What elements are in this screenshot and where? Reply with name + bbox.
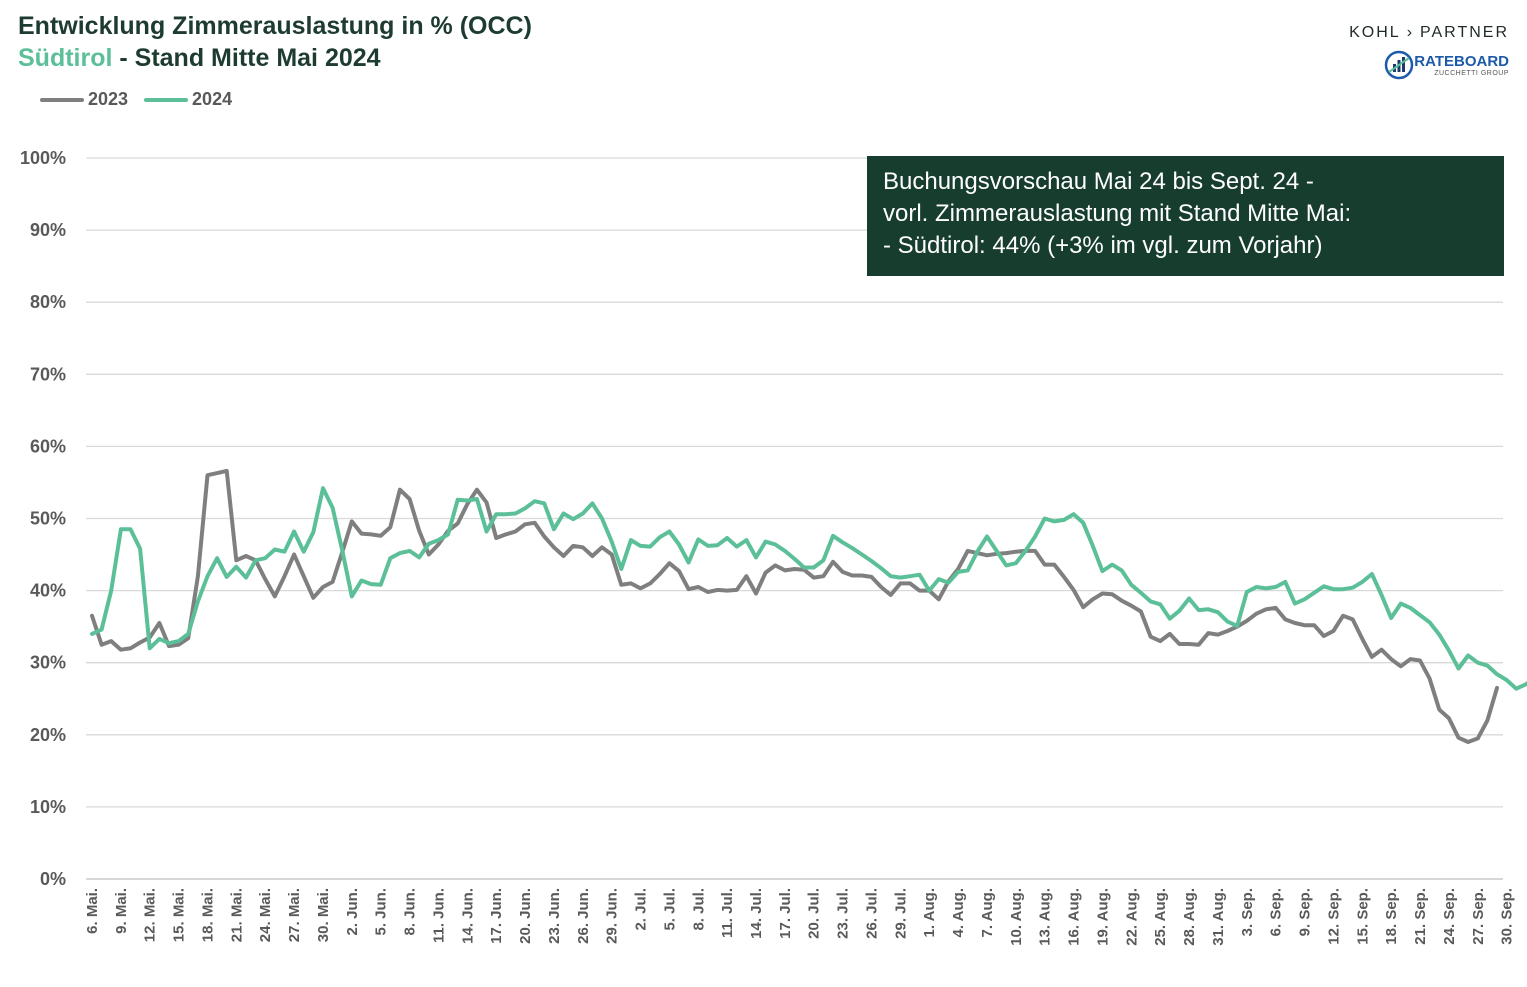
x-tick-label: 27. Mai. <box>286 888 303 942</box>
x-tick-label: 12. Mai. <box>142 888 159 942</box>
y-tick-label: 90% <box>30 220 66 240</box>
x-tick-label: 26. Jun. <box>575 888 592 944</box>
x-tick-label: 8. Jul. <box>690 888 707 931</box>
x-tick-label: 6. Mai. <box>84 888 101 934</box>
x-tick-label: 18. Mai. <box>199 888 216 942</box>
rateboard-subtitle: ZUCCHETTI GROUP <box>1434 69 1509 77</box>
x-tick-label: 19. Aug. <box>1094 888 1111 946</box>
booking-forecast-box: Buchungsvorschau Mai 24 bis Sept. 24 - v… <box>867 156 1504 276</box>
legend-label-2024: 2024 <box>192 89 233 109</box>
y-tick-label: 70% <box>30 364 66 384</box>
x-tick-label: 30. Sep. <box>1499 888 1516 945</box>
x-tick-label: 4. Aug. <box>950 888 967 937</box>
x-tick-label: 22. Aug. <box>1123 888 1140 946</box>
legend-label-2023: 2023 <box>88 89 129 109</box>
x-tick-label: 25. Aug. <box>1152 888 1169 946</box>
x-tick-label: 20. Jun. <box>517 888 534 944</box>
series-line-2023 <box>90 468 1499 744</box>
x-tick-label: 10. Aug. <box>1008 888 1025 946</box>
x-tick-label: 16. Aug. <box>1066 888 1083 946</box>
x-tick-label: 20. Jul. <box>806 888 823 939</box>
brand-logos: KOHL › PARTNER RATEBOARD ZUCCHETTI GROUP <box>1349 24 1509 80</box>
x-tick-label: 27. Sep. <box>1470 888 1487 945</box>
x-tick-label: 8. Jun. <box>402 888 419 936</box>
x-tick-label: 5. Jun. <box>373 888 390 936</box>
x-tick-label: 17. Jun. <box>488 888 505 944</box>
x-tick-label: 21. Sep. <box>1412 888 1429 945</box>
x-tick-label: 23. Jun. <box>546 888 563 944</box>
infobox-line2: vorl. Zimmerauslastung mit Stand Mitte M… <box>883 200 1352 227</box>
x-tick-label: 14. Jun. <box>459 888 476 944</box>
x-tick-label: 30. Mai. <box>315 888 332 942</box>
y-tick-label: 100% <box>20 148 66 168</box>
y-tick-label: 30% <box>30 653 66 673</box>
y-tick-label: 50% <box>30 509 66 529</box>
x-tick-label: 11. Jun. <box>430 888 447 943</box>
x-tick-label: 3. Sep. <box>1239 888 1256 936</box>
x-tick-label: 29. Jul. <box>892 888 909 939</box>
y-tick-label: 60% <box>30 436 66 456</box>
y-tick-label: 20% <box>30 725 66 745</box>
y-tick-label: 0% <box>40 869 66 889</box>
chart-title-date: - Stand Mitte Mai 2024 <box>112 44 381 72</box>
x-tick-label: 31. Aug. <box>1210 888 1227 946</box>
x-tick-label: 21. Mai. <box>228 888 245 942</box>
x-tick-label: 24. Sep. <box>1441 888 1458 945</box>
infobox-line1: Buchungsvorschau Mai 24 bis Sept. 24 - <box>883 168 1314 195</box>
x-tick-label: 9. Sep. <box>1297 888 1314 936</box>
rateboard-icon <box>1385 50 1414 80</box>
rateboard-text: RATEBOARD ZUCCHETTI GROUP <box>1414 52 1509 77</box>
x-tick-label: 2. Jul. <box>633 888 650 931</box>
x-tick-label: 9. Mai. <box>113 888 130 934</box>
x-tick-label: 28. Aug. <box>1181 888 1198 946</box>
x-tick-label: 11. Jul. <box>719 888 736 938</box>
chart-title-line2: Südtirol - Stand Mitte Mai 2024 <box>18 42 532 74</box>
x-tick-label: 5. Jul. <box>661 888 678 931</box>
y-tick-label: 80% <box>30 292 66 312</box>
x-tick-label: 18. Sep. <box>1383 888 1400 945</box>
y-tick-label: 10% <box>30 797 66 817</box>
x-tick-label: 7. Aug. <box>979 888 996 937</box>
kohl-logo-left: KOHL <box>1349 24 1401 41</box>
x-tick-label: 2. Jun. <box>344 888 361 936</box>
chart-title-region: Südtirol <box>18 44 113 72</box>
x-tick-label: 26. Jul. <box>863 888 880 939</box>
x-tick-label: 17. Jul. <box>777 888 794 939</box>
rateboard-logo: RATEBOARD ZUCCHETTI GROUP <box>1349 50 1509 80</box>
infobox-line3: - Südtirol: 44% (+3% im vgl. zum Vorjahr… <box>883 232 1323 259</box>
chart-legend: 2023 2024 <box>40 89 248 110</box>
x-tick-label: 24. Mai. <box>257 888 274 942</box>
chart-title: Entwicklung Zimmerauslastung in % (OCC) … <box>18 10 532 74</box>
x-tick-label: 6. Sep. <box>1268 888 1285 936</box>
chevron-right-icon: › <box>1406 24 1415 41</box>
legend-swatch-2023 <box>40 97 84 102</box>
x-tick-label: 29. Jun. <box>604 888 621 944</box>
x-tick-label: 23. Jul. <box>835 888 852 939</box>
y-tick-label: 40% <box>30 581 66 601</box>
x-tick-label: 15. Sep. <box>1354 888 1371 945</box>
kohl-partner-logo: KOHL › PARTNER <box>1349 24 1509 42</box>
rateboard-name: RATEBOARD <box>1414 52 1509 70</box>
legend-item-2024: 2024 <box>144 89 232 110</box>
chart-title-line1: Entwicklung Zimmerauslastung in % (OCC) <box>18 12 532 40</box>
legend-item-2023: 2023 <box>40 89 128 110</box>
kohl-logo-right: PARTNER <box>1420 24 1509 41</box>
x-tick-label: 15. Mai. <box>171 888 188 942</box>
series-line-2024 <box>90 486 1527 691</box>
x-tick-label: 1. Aug. <box>921 888 938 937</box>
x-tick-label: 12. Sep. <box>1325 888 1342 945</box>
x-tick-label: 14. Jul. <box>748 888 765 939</box>
legend-swatch-2024 <box>144 97 189 102</box>
x-tick-label: 13. Aug. <box>1037 888 1054 946</box>
